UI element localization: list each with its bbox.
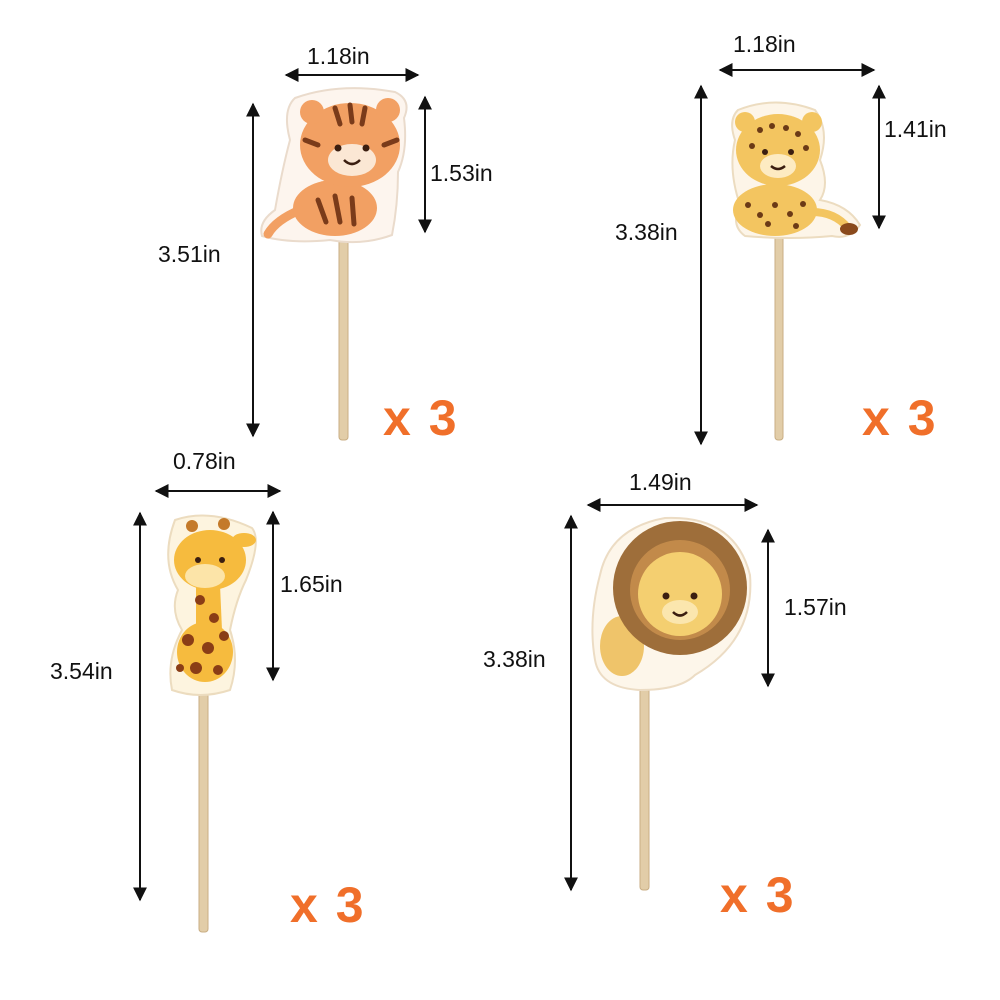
- giraffe-width-label: 0.78in: [173, 448, 236, 474]
- lion-quantity-label: x 3: [720, 867, 796, 923]
- dimension-arrows: [133, 63, 886, 902]
- giraffe-ossicone-left: [186, 520, 198, 532]
- leopard-width-label: 1.18in: [733, 31, 796, 57]
- giraffe-ear-right: [232, 533, 256, 547]
- giraffe-quantity-label: x 3: [290, 877, 366, 933]
- giraffe-head-height-label: 1.65in: [280, 571, 343, 597]
- tiger-stripes: [302, 102, 400, 227]
- giraffe-topper: [167, 514, 257, 933]
- tiger-smile: [343, 159, 361, 166]
- leopard-eye-left: [762, 149, 768, 155]
- stick: [639, 679, 650, 891]
- tiger-ear-left: [300, 100, 324, 124]
- leopard-tail-tip: [840, 223, 858, 235]
- tiger-eye-right: [362, 144, 370, 152]
- leopard-eye-right: [788, 149, 794, 155]
- tiger-muzzle: [328, 144, 376, 176]
- giraffe-ossicone-right: [218, 518, 230, 530]
- tiger-tail: [263, 205, 305, 239]
- tiger-topper: [260, 87, 408, 441]
- giraffe-spots: [176, 595, 229, 675]
- tiger-ear-right: [376, 98, 400, 122]
- leopard-ear-right: [802, 112, 822, 132]
- stick: [198, 679, 209, 933]
- giraffe-total-height-label: 3.54in: [50, 658, 113, 684]
- lion-total-height-label: 3.38in: [483, 646, 546, 672]
- leopard-ear-left: [735, 112, 755, 132]
- tiger-quantity-label: x 3: [383, 390, 459, 446]
- leopard-topper: [731, 101, 862, 441]
- lion-face: [638, 552, 722, 636]
- lion-smile: [672, 611, 688, 617]
- lion-topper: [591, 516, 752, 891]
- lion-eye-left: [662, 592, 670, 600]
- lion-head-height-label: 1.57in: [784, 594, 847, 620]
- stick: [338, 227, 349, 441]
- leopard-smile: [770, 165, 786, 171]
- lion-width-label: 1.49in: [629, 469, 692, 495]
- tiger-width-label: 1.18in: [307, 43, 370, 69]
- leopard-muzzle: [760, 154, 796, 178]
- giraffe-eye-right: [219, 557, 225, 563]
- tiger-eye-left: [334, 144, 342, 152]
- tiger-head-height-label: 1.53in: [430, 160, 493, 186]
- leopard-total-height-label: 3.38in: [615, 219, 678, 245]
- lion-eye-right: [690, 592, 698, 600]
- lion-muzzle: [662, 600, 698, 624]
- leopard-body: [733, 184, 817, 236]
- giraffe-eye-left: [195, 557, 201, 563]
- leopard-spots: [745, 123, 809, 229]
- tiger-total-height-label: 3.51in: [158, 241, 221, 267]
- leopard-head-height-label: 1.41in: [884, 116, 947, 142]
- giraffe-muzzle: [185, 564, 225, 588]
- stick: [774, 227, 784, 441]
- leopard-quantity-label: x 3: [862, 390, 938, 446]
